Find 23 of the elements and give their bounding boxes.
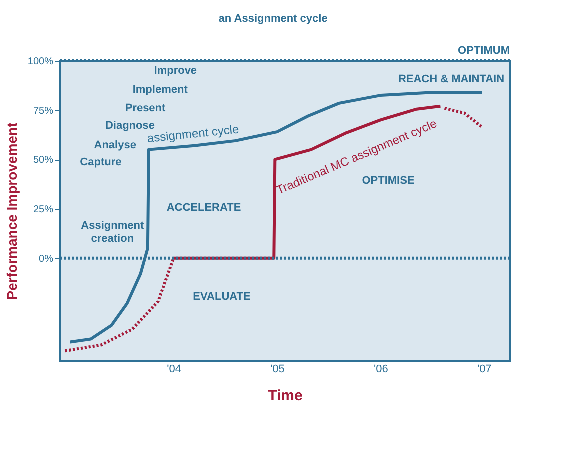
y-axis-title: Performance Improvement xyxy=(4,122,20,300)
annotation: Improve xyxy=(154,65,198,78)
annotation: Analyse xyxy=(94,140,136,152)
x-tick-label: '04 xyxy=(167,364,182,376)
y-tick-label: 75% xyxy=(33,106,54,117)
y-tick-label: 25% xyxy=(33,204,54,216)
annotation: EVALUATE xyxy=(193,290,251,303)
y-tick-label: 0% xyxy=(39,254,54,265)
annotation: Present xyxy=(125,102,166,114)
x-tick-label: '07 xyxy=(477,364,492,376)
y-tick-label: 100% xyxy=(28,56,54,68)
text: an Assignment cycle xyxy=(218,13,328,25)
annotation: ACCELERATE xyxy=(166,202,242,214)
annotation: REACH & MAINTAIN xyxy=(398,74,505,86)
annotation: Assignment creation xyxy=(81,220,144,245)
annotation: Capture xyxy=(80,156,122,168)
y-tick-label: 50% xyxy=(33,155,54,166)
x-axis-title: Time xyxy=(268,388,303,404)
annotation: Implement xyxy=(132,84,188,96)
ref-line-label: OPTIMUM xyxy=(458,45,510,57)
x-tick-label: '06 xyxy=(374,364,388,376)
annotation: OPTIMISE xyxy=(362,175,415,187)
x-tick-label: '05 xyxy=(270,364,285,376)
